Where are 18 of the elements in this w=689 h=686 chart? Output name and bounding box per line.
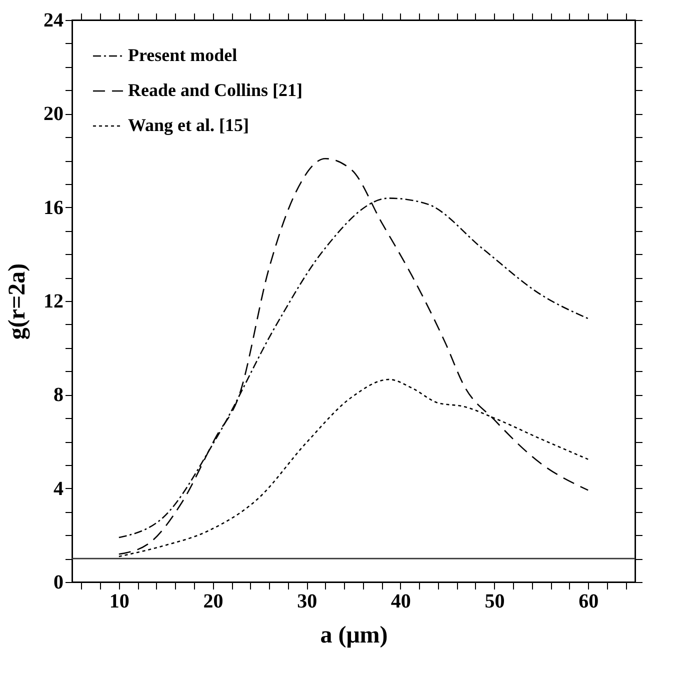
y-tick-label: 0 [54, 572, 64, 594]
y-tick-label: 12 [44, 290, 64, 312]
x-tick-label: 10 [109, 590, 130, 612]
x-tick-label: 20 [203, 590, 224, 612]
y-tick-label: 16 [44, 196, 64, 219]
legend-label: Wang et al. [15] [128, 115, 249, 135]
x-tick-label: 30 [297, 590, 318, 612]
legend-label: Reade and Collins [21] [128, 80, 303, 100]
x-tick-label: 50 [484, 590, 505, 612]
y-tick-label: 20 [44, 103, 64, 126]
x-axis-title: a (μm) [320, 622, 388, 648]
y-tick-label: 8 [54, 384, 64, 406]
y-axis-title: g(r=2a) [4, 263, 30, 340]
x-tick-label: 60 [578, 590, 599, 612]
x-tick-label: 40 [390, 590, 411, 612]
y-tick-label: 24 [44, 10, 64, 32]
y-tick-label: 4 [54, 478, 64, 500]
legend-label: Present model [128, 45, 238, 65]
